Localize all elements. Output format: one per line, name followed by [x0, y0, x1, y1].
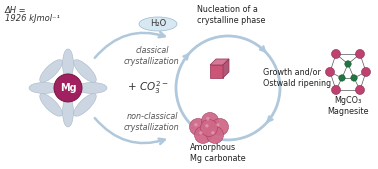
- Circle shape: [212, 118, 228, 135]
- Circle shape: [54, 74, 82, 102]
- Circle shape: [211, 131, 215, 135]
- Ellipse shape: [62, 97, 73, 127]
- Circle shape: [332, 50, 341, 58]
- Text: Mg: Mg: [60, 83, 76, 93]
- Circle shape: [355, 86, 364, 94]
- Circle shape: [339, 75, 345, 81]
- Circle shape: [201, 112, 218, 129]
- Circle shape: [216, 123, 220, 127]
- Circle shape: [345, 61, 351, 67]
- Text: ΔH =: ΔH =: [5, 6, 26, 15]
- Ellipse shape: [40, 94, 62, 116]
- Text: Growth and/or
Ostwald ripening: Growth and/or Ostwald ripening: [263, 68, 331, 88]
- Text: $+\ CO_3^{2-}$: $+\ CO_3^{2-}$: [127, 80, 169, 96]
- Ellipse shape: [139, 17, 177, 31]
- Ellipse shape: [74, 60, 96, 82]
- Circle shape: [206, 126, 223, 143]
- Ellipse shape: [62, 49, 73, 79]
- Polygon shape: [223, 59, 229, 78]
- Polygon shape: [210, 59, 229, 65]
- Circle shape: [361, 67, 370, 76]
- Circle shape: [199, 131, 203, 135]
- Text: Nucleation of a
crystalline phase: Nucleation of a crystalline phase: [197, 5, 265, 25]
- Circle shape: [355, 50, 364, 58]
- Circle shape: [351, 75, 357, 81]
- Text: 1926 kJmol⁻¹: 1926 kJmol⁻¹: [5, 14, 60, 23]
- Circle shape: [194, 123, 198, 127]
- Circle shape: [206, 117, 209, 120]
- Circle shape: [325, 67, 335, 76]
- Ellipse shape: [77, 82, 107, 93]
- Text: H₂O: H₂O: [150, 19, 166, 29]
- Circle shape: [200, 119, 217, 136]
- Ellipse shape: [29, 82, 59, 93]
- Ellipse shape: [40, 60, 62, 82]
- Text: non-classical
crystallization: non-classical crystallization: [124, 112, 180, 132]
- Circle shape: [189, 118, 206, 135]
- Text: Amorphous
Mg carbonate: Amorphous Mg carbonate: [190, 143, 246, 163]
- Ellipse shape: [74, 94, 96, 116]
- Circle shape: [195, 126, 212, 143]
- Text: classical
crystallization: classical crystallization: [124, 46, 180, 66]
- Polygon shape: [210, 65, 223, 78]
- Text: MgCO₃
Magnesite: MgCO₃ Magnesite: [327, 96, 369, 116]
- Circle shape: [205, 124, 209, 128]
- Circle shape: [332, 86, 341, 94]
